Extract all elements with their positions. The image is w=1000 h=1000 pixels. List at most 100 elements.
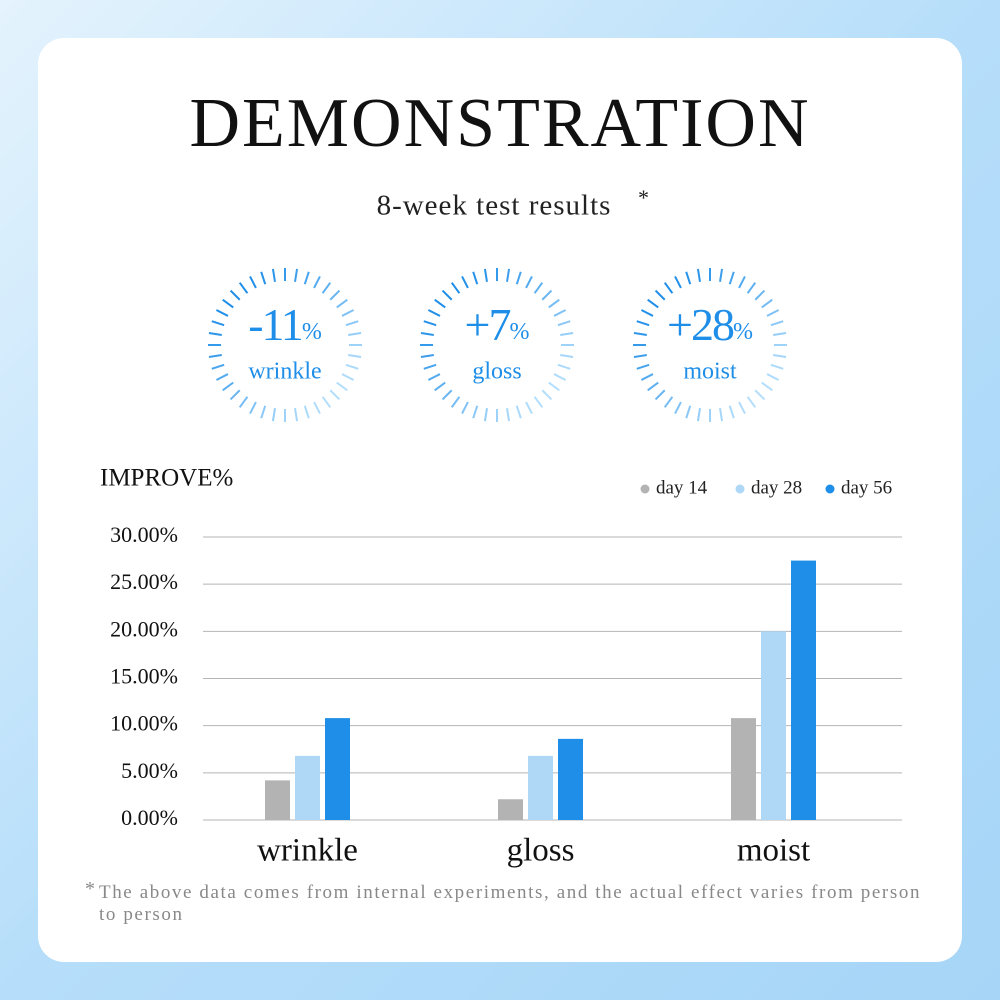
badge-tick — [663, 282, 674, 294]
badge-tick — [728, 405, 735, 419]
legend-swatch — [640, 484, 650, 494]
badge-label: wrinkle — [248, 359, 321, 385]
badge-tick — [483, 408, 488, 422]
badge-value: +28% — [667, 299, 753, 350]
bar — [498, 799, 523, 820]
badge-tick — [647, 381, 659, 392]
badge-tick — [313, 401, 321, 415]
footnote-mark: * — [85, 878, 97, 900]
badge-number: -11 — [248, 299, 302, 350]
badge-unit: % — [733, 319, 753, 345]
badge-tick — [674, 275, 682, 289]
badge-tick — [472, 405, 479, 419]
badge-tick — [746, 396, 757, 408]
badge-tick — [766, 309, 780, 317]
badge-tick — [557, 320, 571, 327]
badge-tick — [423, 320, 437, 327]
badge-tick — [348, 354, 362, 359]
badge-tick — [441, 389, 453, 401]
badge-tick — [238, 396, 249, 408]
badge-tick — [329, 289, 341, 301]
y-tick-label: 15.00% — [110, 664, 178, 689]
badge-tick — [738, 275, 746, 289]
badge-tick — [208, 331, 222, 336]
badge-tick — [533, 282, 544, 294]
badge-tick — [633, 354, 647, 359]
y-tick-label: 25.00% — [110, 569, 178, 594]
badge-tick — [685, 405, 692, 419]
badge-tick — [553, 309, 567, 317]
badge-tick — [434, 381, 446, 392]
badge-label: gloss — [472, 359, 521, 385]
legend-label: day 14 — [656, 477, 708, 498]
badge-tick — [719, 408, 724, 422]
badge-tick — [461, 275, 469, 289]
badge-tick — [636, 363, 650, 370]
footnote: * The above data comes from internal exp… — [85, 878, 925, 926]
badge-tick — [423, 363, 437, 370]
badge-tick — [215, 309, 229, 317]
badge-tick — [294, 408, 299, 422]
x-tick-label: gloss — [507, 833, 575, 869]
badge-tick — [533, 396, 544, 408]
badge-tick — [754, 289, 766, 301]
badge-tick — [696, 268, 701, 282]
badge-unit: % — [509, 319, 529, 345]
badge-tick — [434, 298, 446, 309]
subtitle-mark: * — [638, 185, 649, 210]
badge-tick — [461, 401, 469, 415]
bar — [528, 755, 553, 820]
badge-tick — [222, 381, 234, 392]
badge-tick — [450, 396, 461, 408]
badge-number: +7 — [465, 299, 511, 350]
badge-tick — [770, 320, 784, 327]
badge-tick — [336, 298, 348, 309]
badge-tick — [654, 389, 666, 401]
badge-unit: % — [302, 319, 322, 345]
y-tick-label: 10.00% — [110, 711, 178, 736]
badge-tick — [249, 275, 257, 289]
badge-tick — [222, 298, 234, 309]
badge-tick — [345, 320, 359, 327]
badge-tick — [271, 268, 276, 282]
subtitle: 8-week test results — [377, 190, 612, 222]
badge-tick — [773, 331, 787, 336]
badge-tick — [525, 401, 533, 415]
badge-value: +7% — [465, 299, 530, 350]
badge-tick — [766, 373, 780, 381]
badge-tick — [674, 401, 682, 415]
badge-tick — [663, 396, 674, 408]
legend-swatch — [735, 484, 745, 494]
bar — [761, 631, 786, 820]
x-tick-label: wrinkle — [257, 833, 358, 869]
badge-tick — [313, 275, 321, 289]
bar — [325, 718, 350, 820]
badge-tick — [541, 289, 553, 301]
badge-tick — [548, 298, 560, 309]
title: DEMONSTRATION — [190, 85, 811, 162]
badge-tick — [719, 268, 724, 282]
badge-tick — [341, 373, 355, 381]
badge-tick — [525, 275, 533, 289]
y-tick-label: 30.00% — [110, 522, 178, 547]
badge-value: -11% — [248, 299, 322, 350]
y-tick-label: 0.00% — [121, 805, 178, 830]
badge-tick — [420, 331, 434, 336]
badge-tick — [271, 408, 276, 422]
badge-tick — [450, 282, 461, 294]
badge-tick — [345, 363, 359, 370]
badge-tick — [696, 408, 701, 422]
badge-tick — [515, 271, 522, 285]
badge-tick — [208, 354, 222, 359]
badge-tick — [647, 298, 659, 309]
badge-tick — [472, 271, 479, 285]
badge-tick — [483, 268, 488, 282]
badge-tick — [348, 331, 362, 336]
footnote-text: The above data comes from internal exper… — [99, 882, 922, 925]
badge-tick — [229, 289, 241, 301]
badge-tick — [685, 271, 692, 285]
badge-tick — [548, 381, 560, 392]
badge-tick — [770, 363, 784, 370]
